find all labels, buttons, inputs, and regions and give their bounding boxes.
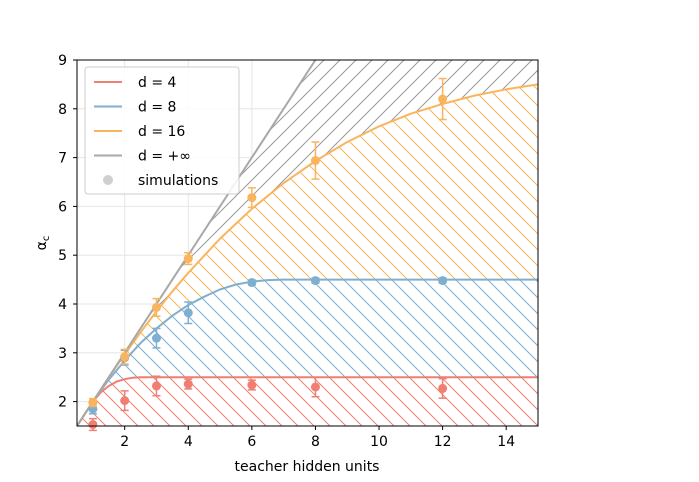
legend-swatch xyxy=(103,175,113,185)
plot-frame xyxy=(76,59,539,427)
y-tick-label: 5 xyxy=(58,248,67,264)
y-tick-label: 6 xyxy=(58,199,67,215)
y-tick-label: 4 xyxy=(58,297,67,313)
simulation-points xyxy=(88,77,448,432)
legend-label: d = 16 xyxy=(138,124,185,140)
legend-box xyxy=(84,66,240,195)
series-line xyxy=(77,60,317,426)
x-axis-label: teacher hidden units xyxy=(235,459,380,475)
y-axis-label: αc xyxy=(34,236,52,251)
data-point xyxy=(438,94,448,104)
x-tick-label: 8 xyxy=(311,434,320,450)
x-tick-label: 4 xyxy=(184,434,193,450)
x-tick-label: 10 xyxy=(370,434,388,450)
axis-ticks: 2 4 6 8 10 12 14 2 3 4 5 6 7 8 9 xyxy=(58,53,515,450)
data-point xyxy=(151,302,161,312)
x-tick-label: 2 xyxy=(120,434,129,450)
legend-label: d = 8 xyxy=(138,100,176,116)
data-point xyxy=(183,379,193,389)
data-point xyxy=(310,156,320,166)
data-point xyxy=(310,276,320,286)
legend-label: d = 4 xyxy=(138,75,177,91)
hatched-region xyxy=(77,377,538,426)
legend-label: simulations xyxy=(138,173,218,189)
data-point xyxy=(183,254,193,264)
data-point xyxy=(310,382,320,392)
legend: d = 4 d = 8 d = 16 d = +∞ simulations xyxy=(84,66,240,195)
y-tick-label: 2 xyxy=(58,395,67,411)
x-tick-label: 12 xyxy=(434,434,452,450)
y-tick-label: 9 xyxy=(58,53,67,69)
y-tick-label: 3 xyxy=(58,346,67,362)
legend-label: d = +∞ xyxy=(138,149,191,165)
y-tick-label: 8 xyxy=(58,102,67,118)
data-point xyxy=(438,383,448,393)
data-point xyxy=(438,276,448,286)
data-point xyxy=(120,396,130,406)
x-tick-label: 6 xyxy=(247,434,256,450)
data-point xyxy=(247,380,257,390)
data-point xyxy=(151,333,161,343)
data-point xyxy=(247,278,257,288)
data-point xyxy=(183,308,193,318)
data-point xyxy=(88,420,98,430)
x-tick-label: 14 xyxy=(497,434,515,450)
data-point xyxy=(88,398,98,408)
data-point xyxy=(247,193,257,203)
y-tick-label: 7 xyxy=(58,151,67,167)
data-point xyxy=(120,352,130,362)
data-point xyxy=(151,381,161,391)
